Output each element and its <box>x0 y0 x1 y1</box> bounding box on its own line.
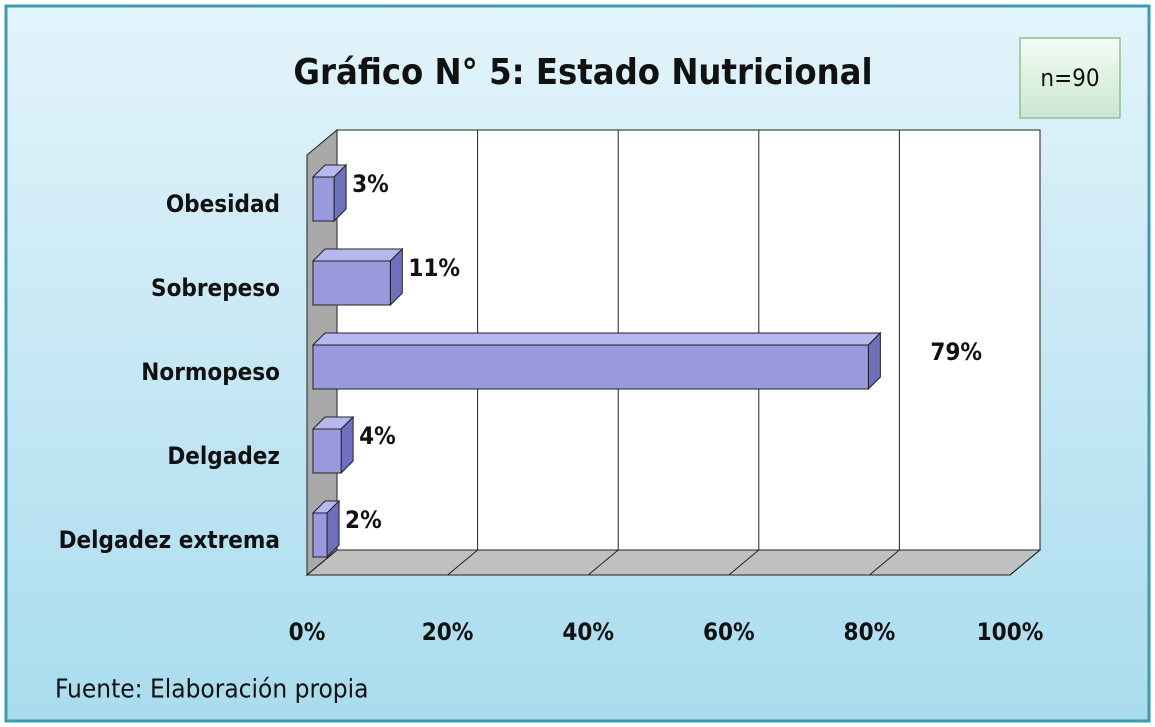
x-tick-label: 0% <box>289 618 326 646</box>
x-tick-label: 40% <box>562 618 614 646</box>
bar <box>312 512 328 558</box>
bar-top <box>311 332 882 346</box>
x-tick-label: 80% <box>844 618 896 646</box>
floor-grid-line <box>447 549 478 576</box>
y-tick-label: Sobrepeso <box>151 274 280 302</box>
data-label: 2% <box>345 506 382 534</box>
y-tick-label: Delgadez <box>167 442 280 470</box>
floor-grid-line <box>869 549 900 576</box>
y-tick-label: Delgadez extrema <box>59 526 280 554</box>
bar-top <box>311 248 404 262</box>
y-tick-label: Obesidad <box>166 190 280 218</box>
x-tick-label: 100% <box>977 618 1044 646</box>
data-label: 11% <box>408 254 460 282</box>
chart-title: Gráfico N° 5: Estado Nutricional <box>293 52 872 93</box>
data-label: 3% <box>352 170 389 198</box>
bar <box>312 260 391 306</box>
floor-grid-line <box>306 549 338 576</box>
x-tick-label: 60% <box>703 618 755 646</box>
note: n=90 <box>1040 64 1099 92</box>
floor <box>305 549 1042 576</box>
floor-grid-line <box>728 549 760 576</box>
source: Fuente: Elaboración propia <box>55 675 369 705</box>
note-box <box>1019 37 1121 119</box>
data-label: 79% <box>930 338 982 366</box>
bar <box>312 176 335 222</box>
bar <box>312 344 869 390</box>
floor-grid-line <box>1009 549 1041 576</box>
x-tick-label: 20% <box>422 618 474 646</box>
plot-area: 0% 20% 40% 60% 80% 100% 3% Obesidad 11% Sobrepeso… <box>59 128 1044 646</box>
bar <box>312 428 342 474</box>
floor-grid-line <box>587 549 619 576</box>
data-label: 4% <box>359 422 396 450</box>
y-tick-label: Normopeso <box>141 358 280 386</box>
